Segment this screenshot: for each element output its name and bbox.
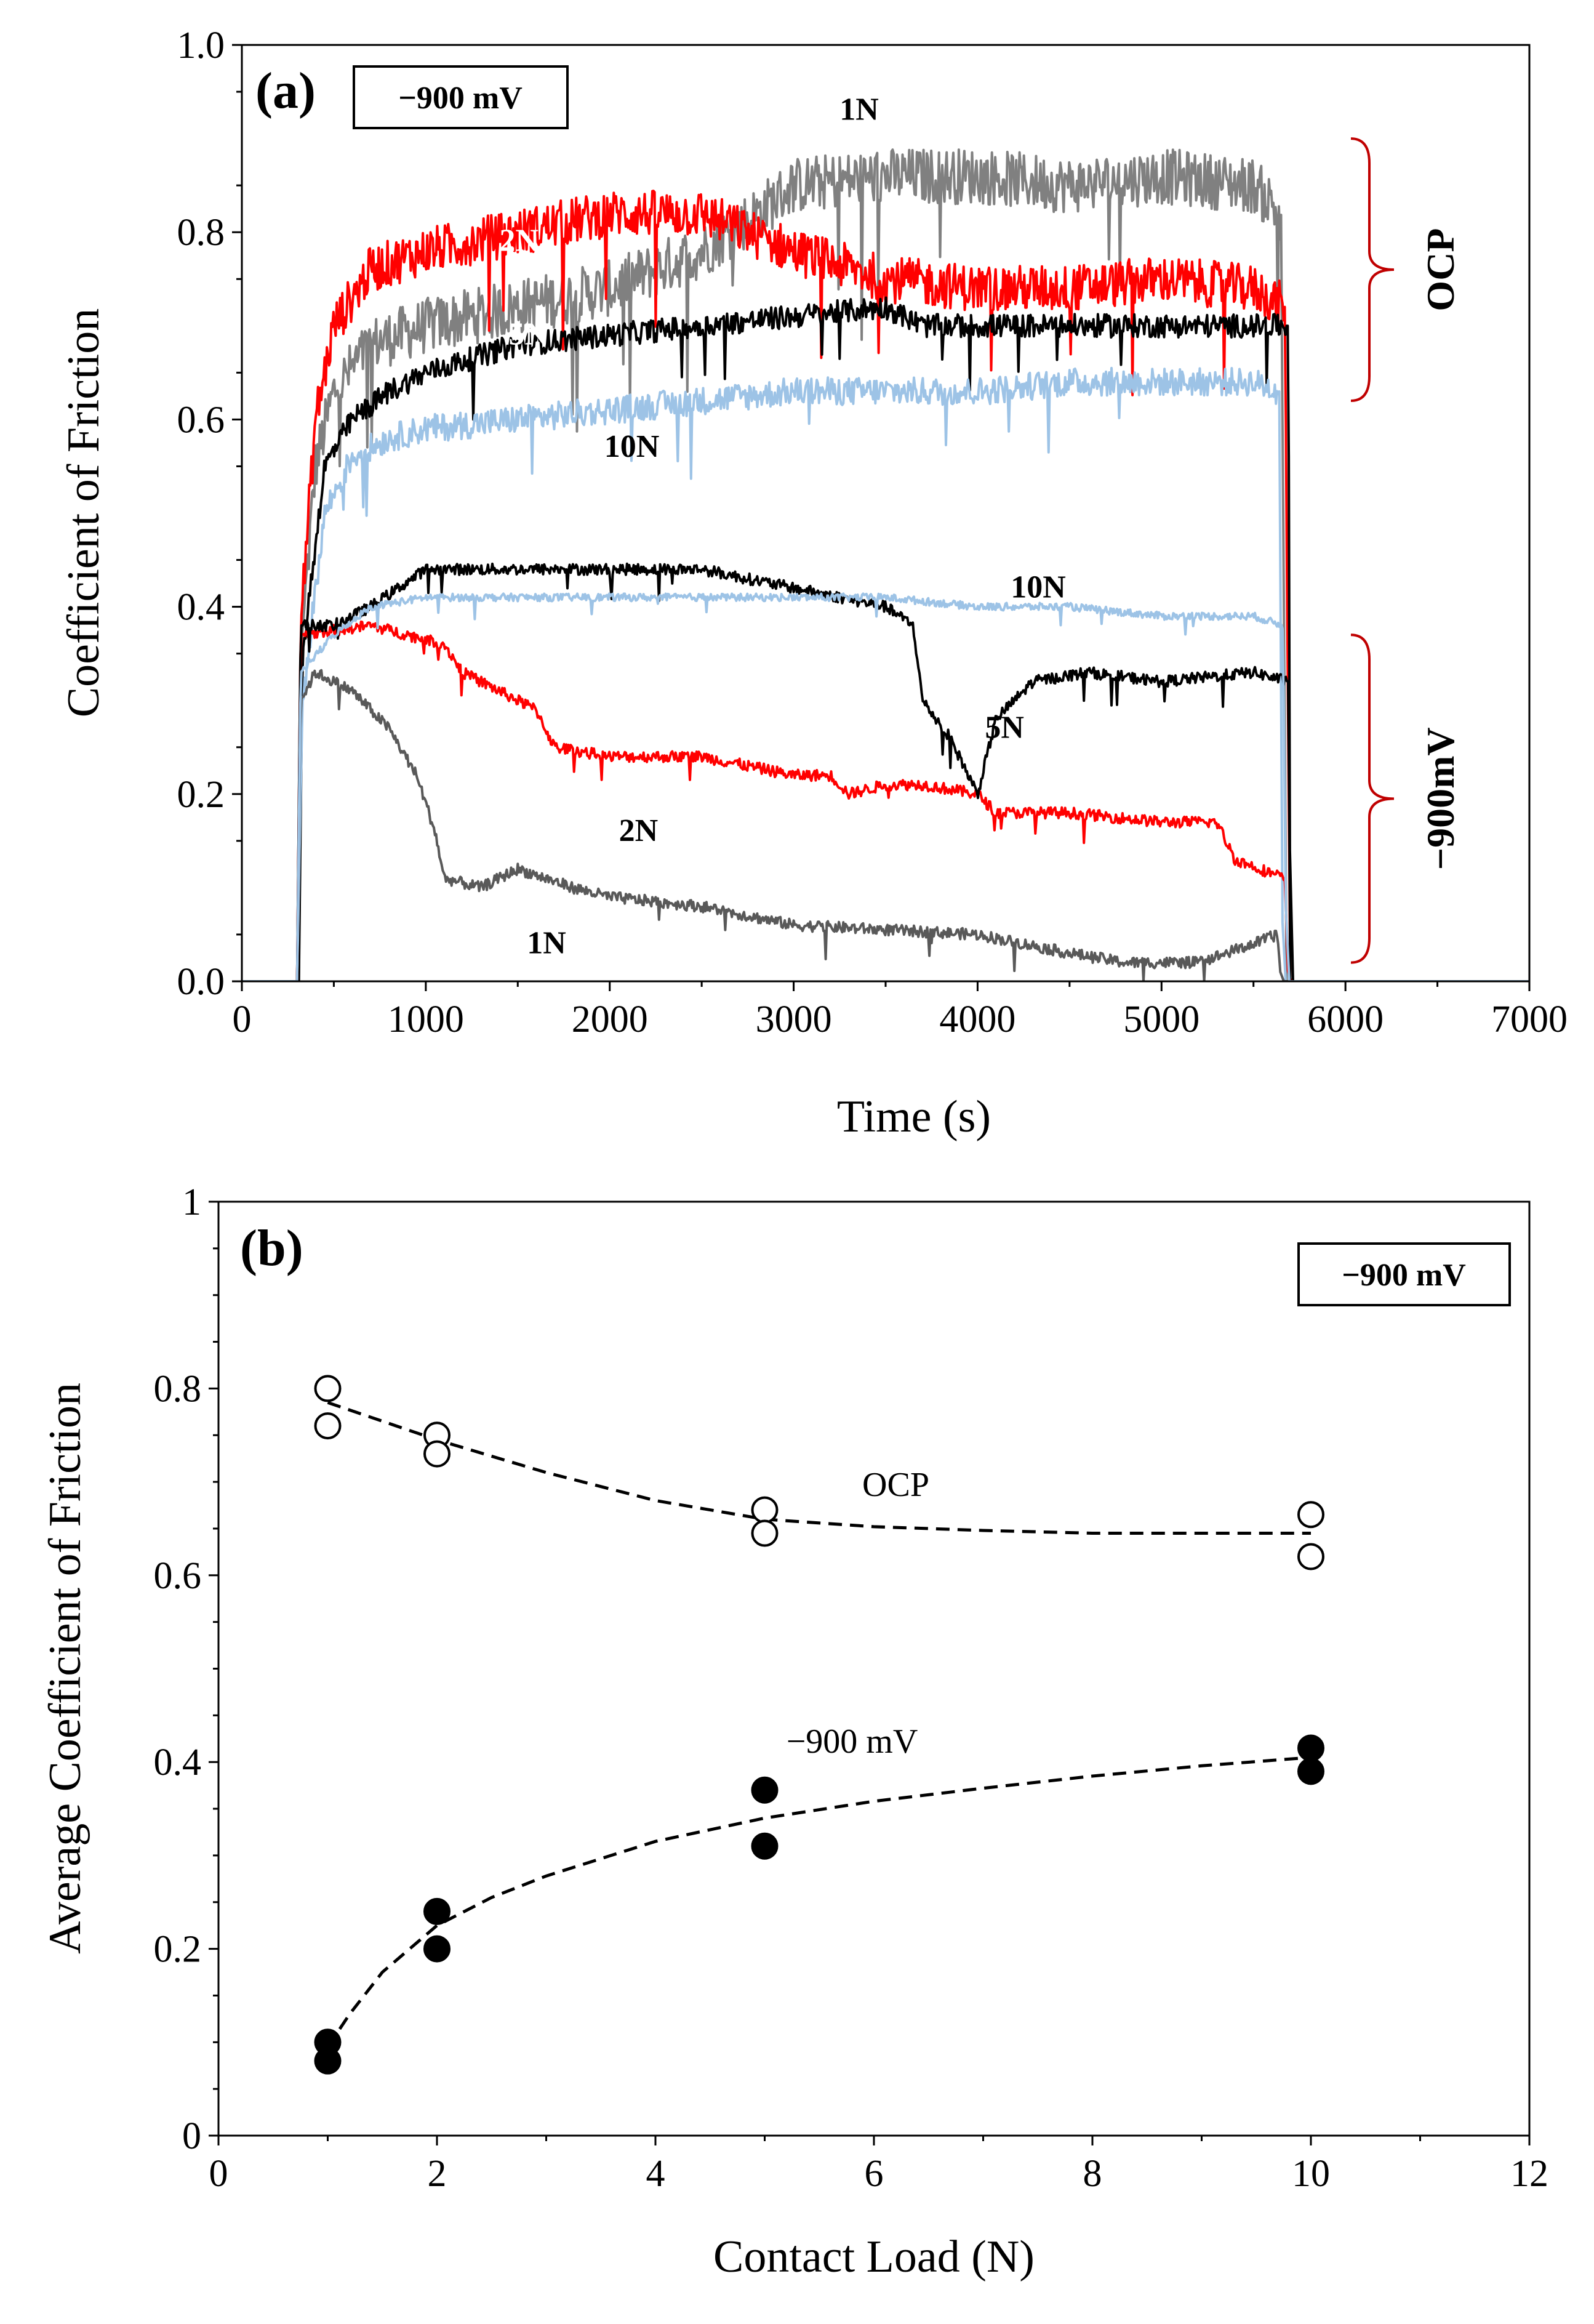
panel-a-y-tick-label: 0.8 <box>177 212 225 254</box>
panel-b-x-tick-label: 2 <box>428 2153 447 2195</box>
panel-a-label: (a) <box>255 62 316 119</box>
panel-b-box-text: −900 mV <box>1342 1258 1466 1293</box>
panel-a-x-tick-label: 0 <box>233 999 252 1040</box>
panel-a-y-tick-label: 1.0 <box>177 25 225 66</box>
panel-b-cathodic-point <box>423 1897 451 1925</box>
panel-b-fit-cathodic-line <box>326 1756 1312 2048</box>
panel-b-x-tick-label: 8 <box>1083 2153 1102 2195</box>
panel-b-fit-label: OCP <box>862 1466 929 1504</box>
panel-a-x-tick-label: 5000 <box>1123 999 1200 1040</box>
panel-b-cathodic-point <box>751 1832 779 1860</box>
panel-a-series-label: 10N <box>1011 569 1066 605</box>
panel-a-series-label: 5N <box>508 317 548 352</box>
panel-a-series-label: 2N <box>619 813 659 848</box>
panel-a-plot-area <box>242 45 1529 981</box>
panel-b-cathodic-point <box>1297 1734 1324 1762</box>
panel-a-series-2N-cathodic-line <box>242 620 1529 981</box>
panel-b-cathodic-point <box>751 1776 779 1804</box>
panel-a-chart: 0 1000 2000 3000 4000 5000 6000 7000 0.0 0.2 0.4 0.… <box>58 25 1568 1142</box>
panel-a-y-axis-label: Coefficient of Friction <box>58 308 109 717</box>
panel-a-region-bracket <box>1350 633 1395 964</box>
panel-a-series-10N-cathodic-line <box>242 592 1529 981</box>
panel-b-cathodic-point <box>314 2047 342 2075</box>
panel-a-y-tick-label: 0.2 <box>177 774 225 816</box>
panel-b-cathodic-point <box>423 1935 451 1963</box>
panel-a-series-label: 1N <box>527 925 566 960</box>
panel-a-y-tick-label: 0.0 <box>177 961 225 1003</box>
panel-b-y-tick-label: 0.4 <box>154 1742 202 1783</box>
panel-b-ocp-point <box>1297 1501 1324 1529</box>
panel-b-y-tick-label: 1 <box>182 1181 201 1223</box>
panel-b-label: (b) <box>240 1220 303 1277</box>
panel-a-box-text: −900 mV <box>398 81 523 116</box>
panel-a-y-tick-label: 0.6 <box>177 399 225 441</box>
panel-a-series-label: 1N <box>839 92 879 127</box>
panel-a-x-axis-label: Time (s) <box>837 1092 991 1142</box>
panel-a-series-1N-cathodic-line <box>242 669 1529 981</box>
panel-b-y-axis-label: Average Coefficient of Friction <box>40 1383 90 1954</box>
panel-b-fit-label: −900 mV <box>787 1723 918 1761</box>
panel-b-chart: 0 2 4 6 8 10 12 0 0.2 0.4 0.6 0.8 1 OCP −900 mV −900 … <box>40 1181 1548 2282</box>
panel-a-x-tick-label: 1000 <box>388 999 464 1040</box>
panel-b-y-tick-label: 0 <box>182 2115 201 2157</box>
panel-b-fit-ocp-line <box>327 1401 1311 1535</box>
panel-b-ocp-point <box>751 1519 779 1547</box>
panel-a-x-tick-label: 4000 <box>939 999 1015 1040</box>
panel-a-region-label: OCP <box>1419 228 1462 311</box>
panel-b-box-label: −900 mV <box>1297 1242 1511 1306</box>
panel-b-ocp-point <box>314 1375 342 1402</box>
panel-a-region-bracket <box>1350 137 1395 402</box>
panel-b-ocp-point <box>423 1440 451 1468</box>
panel-b-ocp-point <box>1297 1543 1324 1570</box>
panel-b-x-tick-label: 4 <box>646 2153 665 2195</box>
panel-a-x-tick-label: 2000 <box>572 999 648 1040</box>
panel-a-series-5N-cathodic-line <box>242 562 1529 981</box>
panel-a-series-1N-ocp-line <box>242 148 1529 981</box>
panel-a-x-tick-label: 3000 <box>756 999 832 1040</box>
panel-a-series-10N-ocp-line <box>242 366 1529 981</box>
panel-b-ocp-point <box>751 1496 779 1524</box>
panel-a-series-label: 5N <box>985 710 1024 746</box>
panel-b-x-tick-label: 6 <box>865 2153 884 2195</box>
panel-b-ocp-point <box>314 1412 342 1440</box>
panel-a-region-label: −900mV <box>1419 727 1462 870</box>
panel-b-y-tick-label: 0.8 <box>154 1368 202 1410</box>
panel-a-series-2N-ocp-line <box>242 190 1529 981</box>
panel-b-y-tick-label: 0.2 <box>154 1929 202 1971</box>
panel-a-series-5N-ocp-line <box>242 296 1529 981</box>
panel-b-x-tick-label: 10 <box>1292 2153 1330 2195</box>
panel-a-x-tick-label: 6000 <box>1307 999 1384 1040</box>
panel-a-series-label: 10N <box>604 429 660 464</box>
panel-a-series-label: 2N <box>499 223 539 259</box>
panel-a-box-label: −900 mV <box>353 65 569 129</box>
panel-b-x-tick-label: 0 <box>209 2153 228 2195</box>
panel-b-cathodic-point <box>1297 1758 1324 1785</box>
panel-b-x-axis-label: Contact Load (N) <box>713 2232 1035 2282</box>
panel-b-plot-area <box>218 1202 1529 2136</box>
panel-a-y-tick-label: 0.4 <box>177 587 225 629</box>
panel-b-y-tick-label: 0.6 <box>154 1555 202 1597</box>
panel-a-x-tick-label: 7000 <box>1491 999 1568 1040</box>
panel-b-x-tick-label: 12 <box>1510 2153 1548 2195</box>
